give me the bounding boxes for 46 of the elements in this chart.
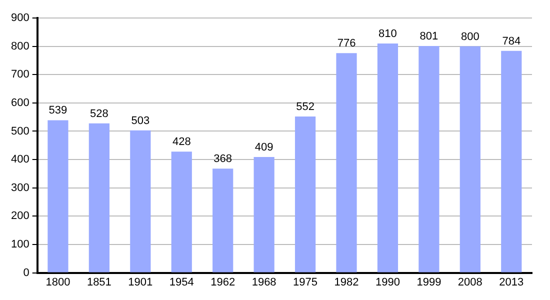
data-label: 503 bbox=[131, 114, 150, 127]
data-label: 528 bbox=[90, 108, 108, 120]
bar bbox=[294, 116, 316, 272]
bar bbox=[212, 168, 234, 272]
data-label: 801 bbox=[420, 30, 438, 43]
x-tick-label: 1990 bbox=[375, 276, 400, 288]
y-tick-label: 600 bbox=[10, 96, 30, 109]
bar bbox=[48, 120, 68, 272]
y-tick-label: 100 bbox=[10, 238, 30, 251]
bar bbox=[377, 43, 398, 272]
x-tick-label: 1851 bbox=[86, 276, 112, 288]
x-tick-label: 1954 bbox=[169, 276, 194, 288]
y-tick-label: 300 bbox=[10, 182, 30, 194]
bar bbox=[254, 157, 274, 272]
x-tick-label: 1999 bbox=[416, 276, 442, 288]
bar bbox=[171, 152, 192, 272]
data-label: 368 bbox=[214, 153, 232, 166]
bar bbox=[418, 46, 440, 272]
bar bbox=[460, 46, 480, 272]
data-label: 810 bbox=[378, 28, 397, 40]
data-label: 800 bbox=[460, 30, 480, 43]
y-tick-label: 700 bbox=[10, 68, 30, 81]
x-tick-label: 2008 bbox=[458, 276, 482, 288]
data-label: 552 bbox=[296, 101, 314, 114]
data-label: 776 bbox=[337, 38, 356, 50]
x-tick-label: 1901 bbox=[128, 276, 153, 288]
y-tick-label: 200 bbox=[10, 210, 30, 222]
y-tick-label: 0 bbox=[23, 266, 30, 279]
bar bbox=[130, 130, 151, 272]
data-label: 539 bbox=[48, 104, 68, 117]
y-tick-label: 800 bbox=[10, 40, 30, 52]
bar bbox=[88, 123, 110, 272]
data-label: 409 bbox=[254, 142, 274, 154]
x-tick-label: 2013 bbox=[499, 276, 524, 288]
y-tick-label: 400 bbox=[10, 154, 30, 166]
x-tick-label: 1800 bbox=[46, 276, 70, 288]
data-label: 428 bbox=[172, 136, 191, 148]
data-label: 784 bbox=[502, 35, 521, 48]
x-tick-label: 1968 bbox=[252, 276, 276, 288]
x-tick-label: 1982 bbox=[334, 276, 359, 288]
bar bbox=[501, 50, 522, 272]
y-tick-label: 900 bbox=[10, 12, 30, 24]
x-tick-label: 1975 bbox=[293, 276, 318, 288]
x-tick-label: 1962 bbox=[210, 276, 236, 288]
y-tick-label: 500 bbox=[10, 125, 30, 138]
bar bbox=[336, 53, 357, 272]
